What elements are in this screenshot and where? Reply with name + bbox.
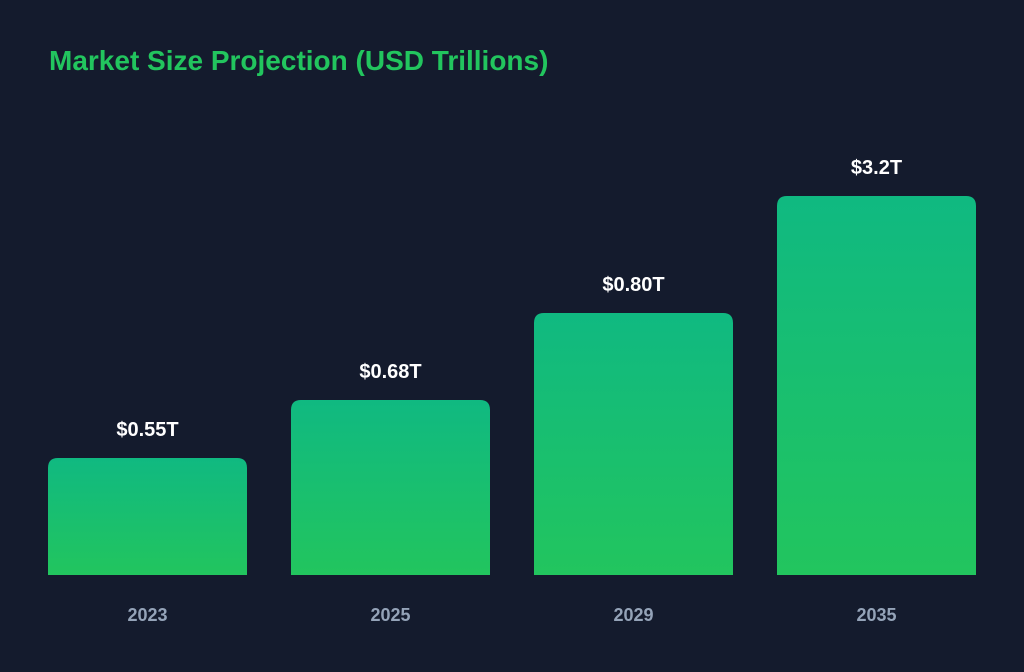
bar-2029 [534,313,733,575]
bar-2025 [291,400,490,575]
x-tick-label: 2023 [127,605,167,625]
x-tick-label: 2029 [613,605,653,625]
value-label: $0.55T [116,419,178,441]
chart-title: Market Size Projection (USD Trillions) [49,45,549,76]
value-label: $3.2T [851,157,902,179]
x-tick-label: 2035 [856,605,896,625]
bar-2023 [48,458,247,575]
bar-2035 [777,196,976,575]
value-label: $0.80T [602,274,664,296]
x-tick-label: 2025 [370,605,410,625]
value-label: $0.68T [359,361,421,383]
